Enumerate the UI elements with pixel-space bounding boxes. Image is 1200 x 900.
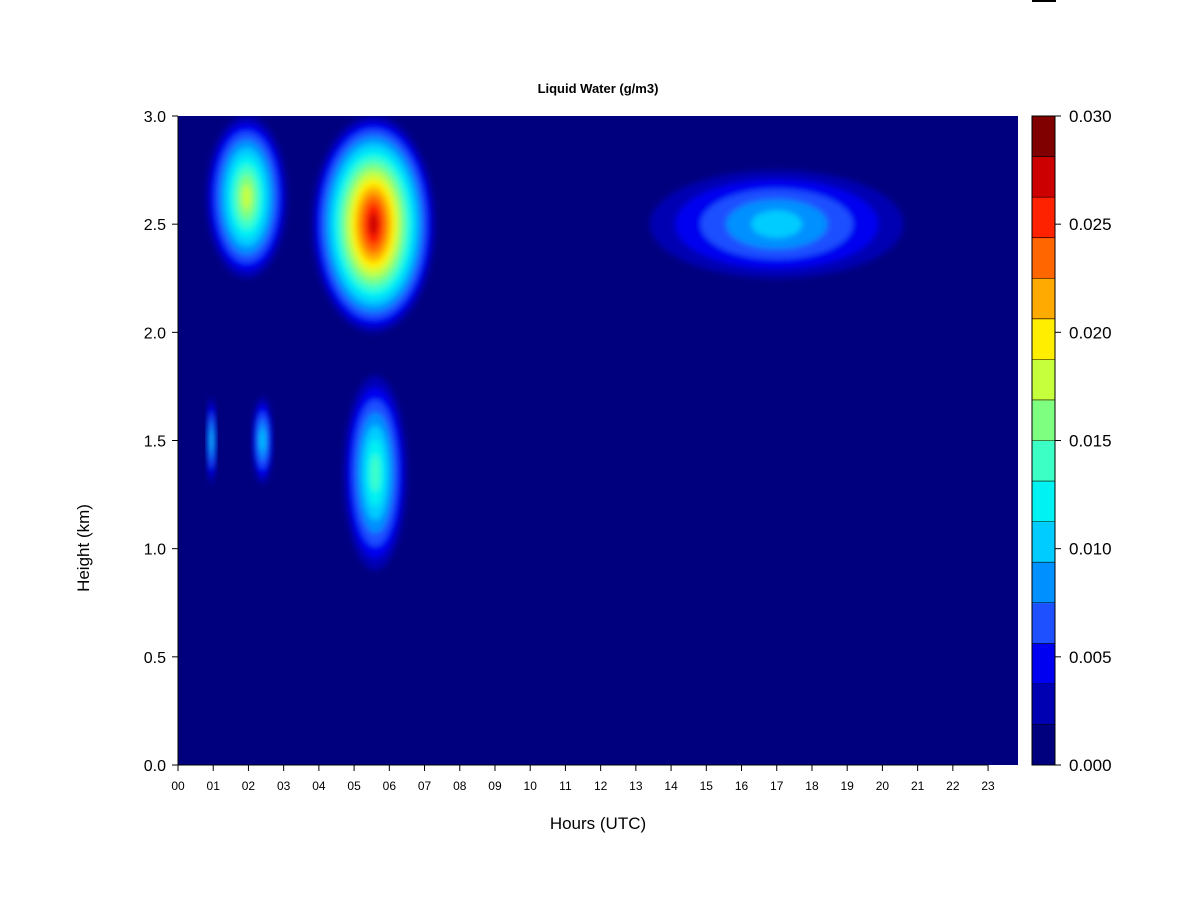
x-axis-label: Hours (UTC) [550, 814, 646, 833]
colorbar-tick-label: 0.005 [1069, 648, 1112, 667]
colorbar-segment [1032, 278, 1055, 320]
x-tick-label: 08 [453, 779, 467, 793]
y-tick-label: 3.0 [144, 109, 166, 126]
contour-band [210, 429, 213, 452]
x-tick-label: 17 [770, 779, 784, 793]
x-tick-label: 03 [277, 779, 291, 793]
feature-upper-cloud-00-03 [206, 116, 288, 279]
contour-band [370, 454, 380, 492]
y-tick-label: 0.0 [144, 758, 166, 775]
colorbar-tick-label: 0.020 [1069, 323, 1112, 342]
x-tick-label: 15 [700, 779, 714, 793]
y-axis: 0.0 0.5 1.0 1.5 2.0 2.5 3.0 [144, 109, 179, 775]
x-tick-label: 07 [418, 779, 432, 793]
colorbar-segment [1032, 197, 1055, 239]
x-tick-label: 23 [981, 779, 995, 793]
colorbar-segment [1032, 237, 1055, 279]
x-tick-label: 01 [207, 779, 221, 793]
y-tick-label: 1.0 [144, 542, 166, 559]
colorbar-segment [1032, 683, 1055, 725]
colorbar-segment [1032, 359, 1055, 401]
colorbar-tick-label: 0.015 [1069, 432, 1112, 451]
colorbar-segment [1032, 724, 1055, 766]
feature-lower-cloud-02 [251, 397, 274, 484]
y-tick-label: 0.5 [144, 650, 166, 667]
x-tick-label: 21 [911, 779, 925, 793]
x-tick-label: 05 [347, 779, 361, 793]
heatmap-features [206, 116, 904, 571]
x-tick-label: 06 [383, 779, 397, 793]
colorbar-tick-label: 0.010 [1069, 540, 1112, 559]
contour-band [751, 210, 803, 238]
x-tick-label: 02 [242, 779, 256, 793]
colorbar-segment [1032, 521, 1055, 563]
contour-band [260, 429, 265, 452]
x-tick-label: 18 [805, 779, 819, 793]
colorbar: 0.000 0.005 0.010 0.015 0.020 0.025 0.030 [1031, 107, 1112, 775]
feature-lower-cloud-01 [206, 397, 217, 484]
x-tick-label: 13 [629, 779, 643, 793]
colorbar-segment [1032, 562, 1055, 604]
colorbar-segment [1032, 399, 1055, 441]
feature-afternoon-layer [649, 170, 904, 279]
x-axis: 00 01 02 03 04 05 06 07 08 09 10 11 12 13 14 15 16 17 18 19… [171, 764, 995, 793]
x-tick-label: 16 [735, 779, 749, 793]
colorbar-tick-label: 0.030 [1069, 107, 1112, 126]
y-tick-label: 2.0 [144, 325, 166, 342]
x-tick-label: 12 [594, 779, 608, 793]
colorbar-tick-label: 0.000 [1069, 756, 1112, 775]
corner-mark [1032, 0, 1056, 2]
colorbar-segment [1032, 318, 1055, 360]
y-tick-label: 1.5 [144, 434, 166, 451]
colorbar-segment [1032, 156, 1055, 198]
x-tick-label: 20 [876, 779, 890, 793]
colorbar-segment [1032, 481, 1055, 523]
x-tick-label: 00 [171, 779, 185, 793]
x-tick-label: 11 [559, 779, 572, 793]
chart-title: Liquid Water (g/m3) [538, 81, 659, 96]
x-tick-label: 10 [524, 779, 538, 793]
colorbar-segment [1032, 116, 1055, 158]
x-tick-label: 09 [488, 779, 502, 793]
colorbar-tick-label: 0.025 [1069, 215, 1112, 234]
contour-band [242, 184, 252, 210]
feature-upper-cloud-03-07 [311, 116, 436, 333]
colorbar-segment [1032, 643, 1055, 685]
y-tick-label: 2.5 [144, 217, 166, 234]
x-tick-label: 19 [841, 779, 855, 793]
colorbar-segment [1032, 440, 1055, 482]
contour-band [369, 212, 378, 236]
x-tick-label: 14 [664, 779, 678, 793]
feature-lower-cloud-05 [343, 375, 407, 571]
y-axis-label: Height (km) [74, 504, 93, 592]
x-tick-label: 04 [312, 779, 326, 793]
colorbar-segment [1032, 602, 1055, 644]
x-tick-label: 22 [946, 779, 960, 793]
